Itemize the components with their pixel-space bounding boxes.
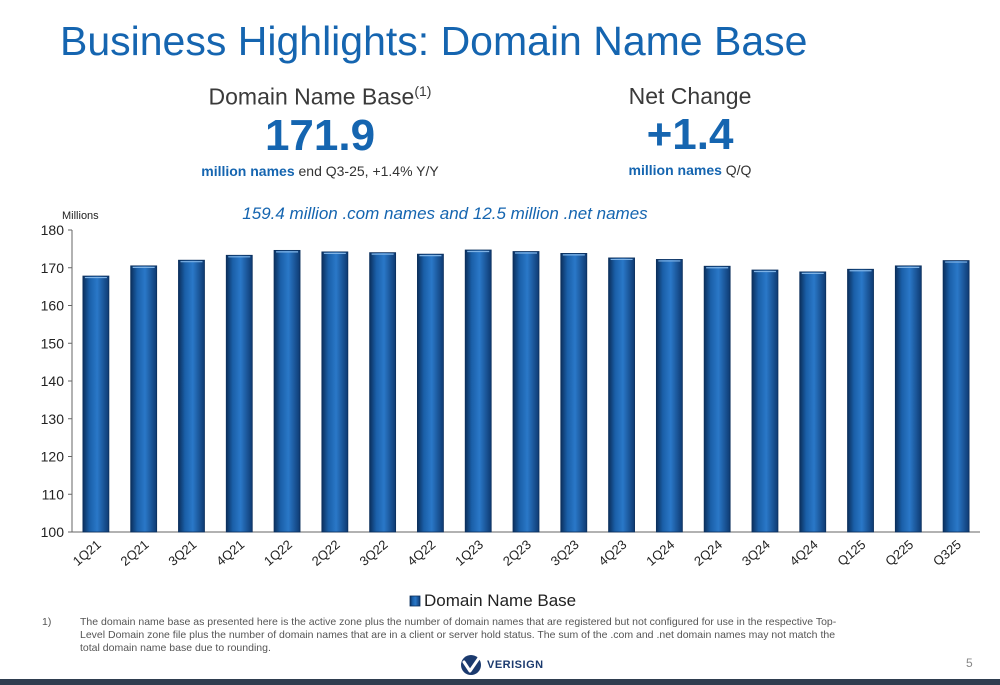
bar-4Q22 bbox=[417, 253, 444, 533]
bar-3Q24 bbox=[751, 269, 779, 533]
bar-3Q21 bbox=[178, 259, 205, 533]
y-tick-label: 170 bbox=[41, 260, 65, 276]
y-tick-label: 140 bbox=[41, 373, 65, 389]
x-tick-label: 1Q23 bbox=[452, 537, 486, 569]
bar-1Q23 bbox=[464, 249, 492, 533]
y-tick-label: 160 bbox=[41, 298, 65, 314]
x-tick-label: 4Q21 bbox=[213, 537, 247, 569]
slide-title: Business Highlights: Domain Name Base bbox=[60, 18, 808, 64]
bar-2Q23 bbox=[512, 251, 540, 533]
chart-note: 159.4 million .com names and 12.5 millio… bbox=[242, 204, 648, 223]
x-tick-label: 1Q21 bbox=[70, 537, 104, 569]
x-tick-label: 2Q24 bbox=[691, 537, 725, 569]
x-tick-label: 4Q24 bbox=[787, 537, 821, 569]
footnote-number: 1) bbox=[42, 616, 52, 628]
bar-4Q23 bbox=[608, 257, 635, 533]
domain-name-base-value: 171.9 bbox=[264, 110, 376, 160]
bar-Q325 bbox=[942, 260, 970, 533]
x-tick-label: 4Q23 bbox=[595, 537, 629, 569]
domain-name-base-stat: Domain Name Base(1) 171.9 million names … bbox=[160, 83, 480, 179]
bar-4Q24 bbox=[799, 271, 827, 533]
y-tick-label: 150 bbox=[41, 335, 65, 351]
x-tick-label: 3Q24 bbox=[739, 537, 773, 569]
legend-swatch bbox=[409, 595, 421, 607]
bar-3Q23 bbox=[560, 253, 588, 533]
footnote-ref: (1) bbox=[414, 83, 432, 99]
y-tick-label: 100 bbox=[41, 524, 65, 540]
bar-1Q24 bbox=[655, 259, 683, 533]
y-tick-label: 130 bbox=[41, 411, 65, 427]
legend-label: Domain Name Base bbox=[424, 591, 576, 610]
bar-2Q22 bbox=[321, 251, 349, 533]
x-tick-label: Q325 bbox=[930, 537, 964, 569]
footnote: 1) The domain name base as presented her… bbox=[30, 616, 850, 655]
bar-3Q22 bbox=[369, 252, 397, 533]
page-number: 5 bbox=[966, 656, 973, 670]
net-change-subtext: million names Q/Q bbox=[628, 162, 752, 179]
verisign-check-icon bbox=[461, 655, 481, 675]
net-change-label: Net Change bbox=[628, 83, 752, 109]
x-tick-label: Q125 bbox=[834, 537, 868, 569]
domain-name-base-label: Domain Name Base(1) bbox=[208, 83, 432, 110]
x-tick-label: 1Q22 bbox=[261, 537, 295, 569]
bottom-bar bbox=[0, 679, 1000, 685]
bar-Q125 bbox=[847, 268, 874, 533]
x-tick-label: 3Q21 bbox=[165, 537, 199, 569]
bar-Q225 bbox=[894, 265, 922, 533]
bar-2Q21 bbox=[130, 265, 158, 533]
x-tick-label: 3Q22 bbox=[357, 537, 391, 569]
x-tick-label: 3Q23 bbox=[548, 537, 582, 569]
footnote-text: The domain name base as presented here i… bbox=[80, 616, 837, 654]
x-tick-label: Q225 bbox=[882, 537, 916, 569]
y-tick-label: 110 bbox=[42, 486, 65, 502]
bar-4Q21 bbox=[225, 254, 253, 533]
verisign-logo: VERISIGN bbox=[458, 654, 544, 676]
logo-text: VERISIGN bbox=[487, 659, 544, 671]
domain-name-base-chart: Millions 100 110 120 130 140 150 160 170 180 1Q21 2… bbox=[41, 210, 980, 610]
x-tick-label: 2Q23 bbox=[500, 537, 534, 569]
y-tick-label: 180 bbox=[41, 222, 65, 238]
y-axis-unit-label: Millions bbox=[62, 210, 99, 222]
domain-name-base-subtext: million names end Q3-25, +1.4% Y/Y bbox=[201, 162, 439, 179]
x-tick-label: 2Q21 bbox=[118, 537, 152, 569]
y-tick-label: 120 bbox=[41, 449, 65, 465]
net-change-value: +1.4 bbox=[646, 110, 734, 159]
bar-2Q24 bbox=[703, 265, 731, 533]
x-tick-label: 1Q24 bbox=[643, 537, 677, 569]
net-change-stat: Net Change +1.4 million names Q/Q bbox=[560, 83, 820, 178]
bar-1Q21 bbox=[82, 275, 110, 533]
x-tick-label: 2Q22 bbox=[309, 537, 343, 569]
x-tick-label: 4Q22 bbox=[404, 537, 438, 569]
bar-1Q22 bbox=[273, 249, 301, 533]
